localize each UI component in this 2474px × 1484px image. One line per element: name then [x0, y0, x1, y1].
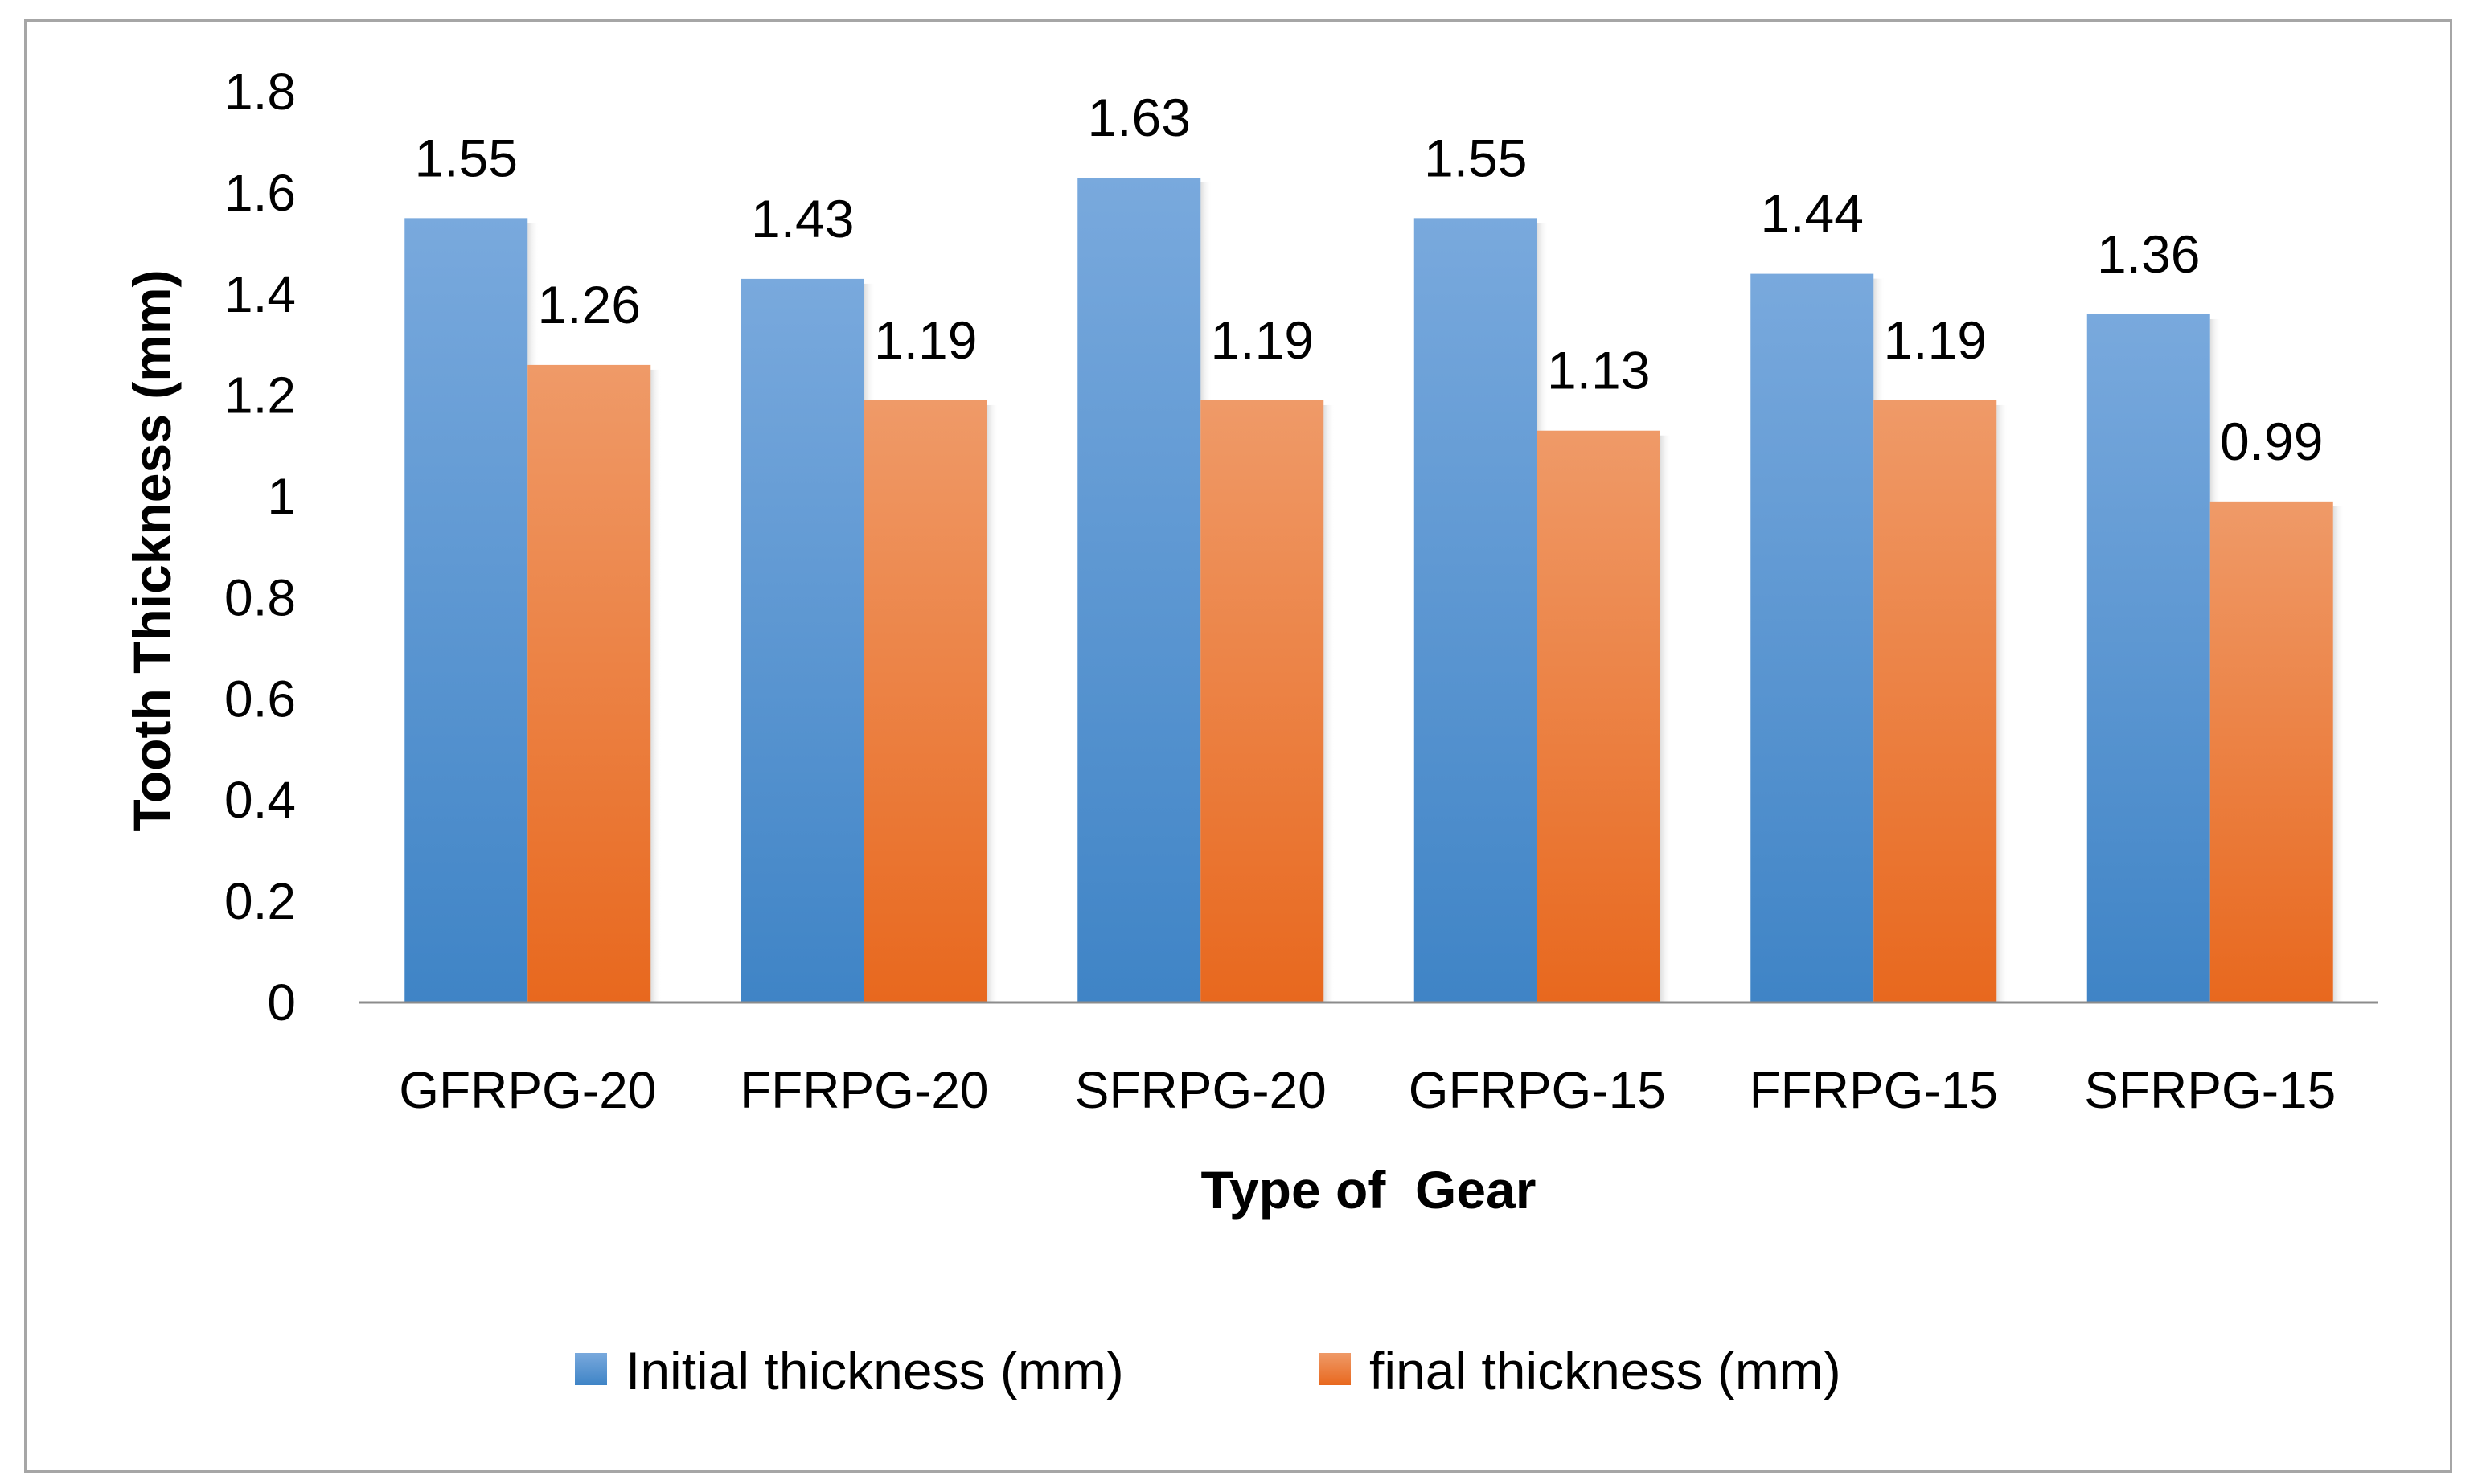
legend-label-initial: Initial thickness (mm) — [626, 1341, 1124, 1400]
legend-label-final: final thickness (mm) — [1369, 1341, 1841, 1400]
y-tick-label: 1.6 — [224, 164, 296, 222]
data-label-initial: 1.36 — [2097, 224, 2200, 284]
x-tick-label: SFRPG-15 — [2084, 1061, 2336, 1119]
x-tick-label: GFRPG-15 — [1409, 1061, 1666, 1119]
bar-final — [1200, 400, 1324, 1002]
x-tick-label: SFRPG-20 — [1075, 1061, 1327, 1119]
data-label-initial: 1.44 — [1761, 184, 1864, 244]
data-label-final: 1.19 — [1211, 310, 1314, 370]
bar-shadow — [987, 404, 999, 1002]
legend-swatch-initial — [575, 1353, 607, 1385]
x-axis-title: Type of Gear — [1201, 1160, 1537, 1220]
data-label-final: 1.13 — [1547, 341, 1650, 400]
bar-initial — [1077, 178, 1201, 1002]
y-tick-label: 0.2 — [224, 872, 296, 930]
x-tick-label: FFRPG-15 — [1750, 1061, 1998, 1119]
x-tick-label: FFRPG-20 — [740, 1061, 988, 1119]
y-tick-label: 0.6 — [224, 670, 296, 728]
y-tick-label: 1.2 — [224, 367, 296, 424]
bar-final — [527, 364, 651, 1002]
y-tick-label: 0.8 — [224, 568, 296, 626]
legend: Initial thickness (mm) final thickness (… — [575, 1341, 1841, 1400]
bar-shadow — [1996, 404, 2008, 1002]
y-tick-label: 1.4 — [224, 265, 296, 323]
bar-initial — [1413, 218, 1537, 1003]
bar-shadow — [2332, 506, 2345, 1002]
bar-initial — [404, 218, 528, 1003]
y-axis-ticks: 0 0.2 0.4 0.6 0.8 1 1.2 1.4 1.6 1.8 — [224, 63, 296, 1031]
data-labels: 1.55 1.26 1.43 1.19 1.63 1.19 1.55 1.13 1.44 1.19… — [415, 88, 2324, 471]
bars — [404, 178, 2333, 1003]
y-axis-title: Tooth Thickness (mm) — [122, 269, 182, 831]
bar-final — [2209, 501, 2333, 1002]
bar-shadow — [1323, 404, 1335, 1002]
y-tick-label: 0 — [267, 974, 296, 1031]
data-label-initial: 1.43 — [751, 189, 854, 248]
legend-swatch-final — [1319, 1353, 1351, 1385]
bar-initial — [1750, 273, 1874, 1003]
bar-final — [1537, 430, 1660, 1002]
bar-initial — [2086, 314, 2210, 1002]
data-label-final: 0.99 — [2220, 412, 2323, 471]
y-tick-label: 1.8 — [224, 63, 296, 121]
data-label-initial: 1.55 — [415, 128, 518, 187]
data-label-initial: 1.63 — [1088, 88, 1191, 147]
data-label-final: 1.19 — [1884, 310, 1987, 370]
data-label-final: 1.26 — [538, 275, 641, 334]
bar-shadow — [1660, 435, 1672, 1002]
bar-initial — [741, 278, 864, 1003]
x-tick-label: GFRPG-20 — [399, 1061, 656, 1119]
y-tick-label: 1 — [267, 468, 296, 526]
x-axis-ticks: GFRPG-20 FFRPG-20 SFRPG-20 GFRPG-15 FFRPG-15… — [399, 1061, 2336, 1119]
data-label-final: 1.19 — [874, 310, 977, 370]
bar-final — [1873, 400, 1997, 1002]
bar-shadow — [650, 369, 663, 1002]
bar-final — [864, 400, 987, 1002]
data-label-initial: 1.55 — [1424, 128, 1527, 187]
y-tick-label: 0.4 — [224, 771, 296, 829]
